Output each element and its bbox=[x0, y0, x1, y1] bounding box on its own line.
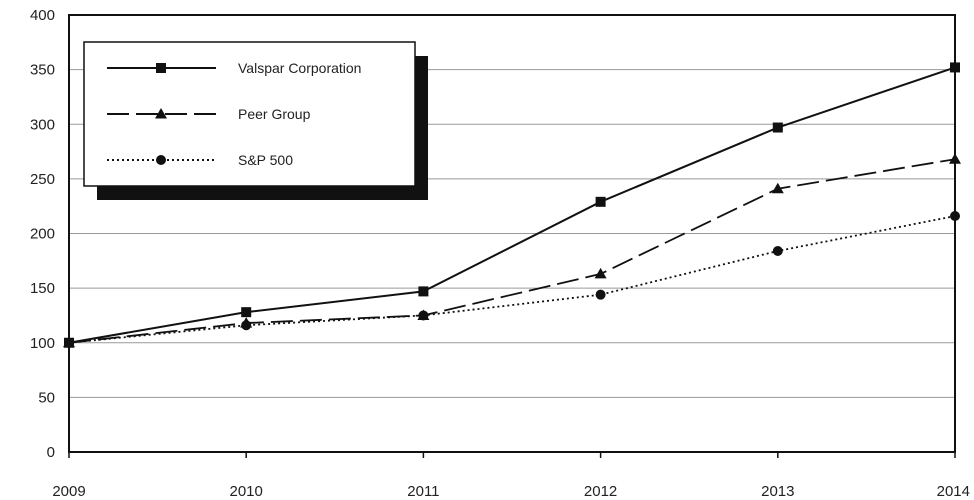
x-tick-label: 2013 bbox=[761, 483, 794, 500]
legend-item: Peer Group bbox=[107, 106, 311, 122]
data-point bbox=[949, 153, 961, 164]
x-axis-ticks: 2009 2010 2011 2012 2013 2014 bbox=[52, 452, 970, 500]
legend-items: Valspar Corporation Peer Group S&P 500 bbox=[107, 60, 361, 168]
data-point bbox=[418, 310, 429, 321]
x-tick-label: 2009 bbox=[52, 483, 85, 500]
data-point bbox=[771, 182, 784, 194]
plot-frame bbox=[68, 14, 956, 453]
legend-marker bbox=[156, 155, 166, 165]
x-tick-label: 2010 bbox=[230, 483, 263, 500]
series-2 bbox=[64, 211, 960, 348]
legend-label: S&P 500 bbox=[238, 152, 293, 168]
data-point bbox=[950, 211, 960, 222]
data-point bbox=[241, 307, 252, 318]
data-point bbox=[772, 122, 783, 133]
data-point bbox=[241, 320, 252, 331]
y-tick-label: 250 bbox=[30, 171, 55, 188]
y-tick-label: 50 bbox=[38, 389, 55, 406]
data-point bbox=[950, 62, 960, 73]
y-tick-label: 300 bbox=[30, 116, 55, 133]
data-point bbox=[418, 286, 429, 297]
y-tick-label: 200 bbox=[30, 226, 55, 243]
legend-marker bbox=[155, 108, 167, 119]
y-tick-label: 0 bbox=[47, 444, 55, 461]
x-tick-label: 2012 bbox=[584, 483, 617, 500]
y-tick-label: 350 bbox=[30, 62, 55, 79]
data-point bbox=[595, 196, 606, 207]
legend-marker bbox=[156, 63, 166, 73]
data-point bbox=[64, 337, 74, 348]
data-point bbox=[595, 289, 606, 300]
series-line bbox=[68, 215, 956, 344]
legend-label: Peer Group bbox=[238, 106, 311, 122]
series-lines bbox=[63, 62, 961, 348]
data-point bbox=[772, 245, 783, 256]
y-axis-ticks: 0 50 100 150 200 250 300 350 400 bbox=[30, 7, 55, 461]
x-tick-label: 2011 bbox=[407, 483, 439, 500]
legend-item: S&P 500 bbox=[107, 152, 293, 168]
series-line bbox=[68, 158, 956, 344]
y-tick-label: 150 bbox=[30, 280, 55, 297]
legend-label: Valspar Corporation bbox=[238, 60, 361, 76]
y-tick-label: 100 bbox=[30, 335, 55, 352]
legend-item: Valspar Corporation bbox=[107, 60, 361, 76]
y-tick-label: 400 bbox=[30, 7, 55, 24]
x-tick-label: 2014 bbox=[937, 483, 970, 500]
legend: Valspar Corporation Peer Group S&P 500 bbox=[83, 41, 428, 200]
series-line bbox=[68, 66, 956, 344]
data-point bbox=[594, 267, 607, 279]
